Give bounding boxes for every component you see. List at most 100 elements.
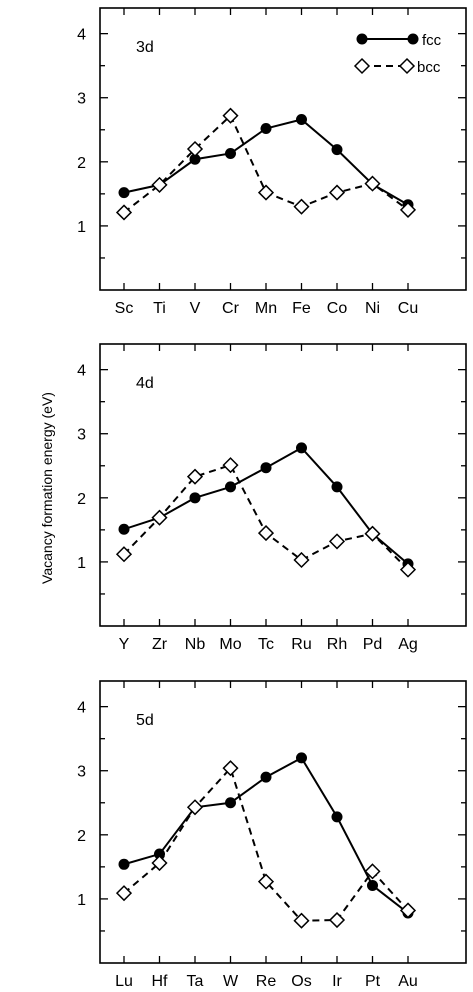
point-bcc <box>257 184 275 201</box>
point-bcc <box>115 885 133 902</box>
point-bcc <box>115 546 133 563</box>
point-bcc <box>399 902 417 919</box>
x-tick-label: Ru <box>291 636 311 653</box>
x-tick-label: Ta <box>187 973 204 990</box>
point-bcc <box>186 468 204 485</box>
point-fcc <box>154 848 165 860</box>
x-tick-label: W <box>223 973 239 990</box>
panel-5d: 1 2 3 4 Lu Hf Ta W Re Os Ir Pt Au 5d <box>77 680 467 990</box>
x-tick-label: Nb <box>185 636 206 653</box>
point-bcc <box>186 799 204 816</box>
x-tick-label: Fe <box>292 300 311 317</box>
x-tick-label: Ir <box>332 973 342 990</box>
legend-marker-fcc <box>407 33 419 45</box>
point-bcc <box>293 912 310 929</box>
legend: fcc bcc <box>353 32 442 76</box>
legend-label-bcc: bcc <box>417 59 441 76</box>
y-tick-label: 2 <box>77 155 86 172</box>
point-bcc <box>364 863 381 880</box>
point-bcc <box>293 198 310 215</box>
y-tick-label: 4 <box>77 700 86 717</box>
point-fcc <box>296 752 307 764</box>
point-fcc <box>118 858 130 870</box>
panel-label: 4d <box>136 375 154 392</box>
point-fcc <box>225 797 236 809</box>
point-bcc <box>151 176 168 193</box>
legend-label-fcc: fcc <box>422 32 442 49</box>
legend-marker-bcc <box>353 57 371 75</box>
x-tick-label: V <box>190 300 201 317</box>
point-bcc <box>151 854 168 872</box>
x-tick-label: Cr <box>222 300 240 317</box>
point-fcc <box>225 147 236 159</box>
y-tick-label: 4 <box>77 363 86 380</box>
x-tick-label: Cu <box>398 300 418 317</box>
point-bcc <box>328 184 346 201</box>
y-tick-label: 1 <box>77 892 86 909</box>
legend-marker-bcc <box>398 57 416 75</box>
point-bcc <box>399 561 417 578</box>
x-tick-label: Y <box>119 636 130 653</box>
point-bcc <box>328 533 346 550</box>
point-bcc <box>364 525 381 542</box>
x-tick-label: Mo <box>219 636 241 653</box>
point-fcc <box>367 879 378 891</box>
point-fcc <box>260 771 272 783</box>
panel-label: 3d <box>136 39 154 56</box>
x-tick-label: Mn <box>255 300 277 317</box>
x-tick-label: Rh <box>327 636 347 653</box>
x-tick-label: Lu <box>115 973 133 990</box>
point-fcc <box>118 523 130 535</box>
x-tick-label: Ti <box>153 300 166 317</box>
series-line-bcc <box>123 766 409 922</box>
point-bcc <box>222 107 239 124</box>
point-bcc <box>399 201 417 218</box>
y-tick-label: 3 <box>77 764 86 781</box>
panel-3d: 1 2 3 4 Sc Ti V Cr Mn Fe Co Ni Cu 3d fcc bcc <box>77 7 467 317</box>
point-bcc <box>364 175 381 192</box>
point-fcc <box>296 114 307 126</box>
point-fcc <box>189 153 201 165</box>
x-tick-label: Ni <box>365 300 380 317</box>
plot-frame <box>99 680 467 964</box>
y-tick-label: 1 <box>77 219 86 236</box>
x-tick-label: Tc <box>258 636 274 653</box>
point-fcc <box>331 144 343 156</box>
point-fcc <box>189 492 201 504</box>
point-bcc <box>222 760 239 777</box>
x-tick-label: Sc <box>115 300 134 317</box>
panels: 1 2 3 4 Sc Ti V Cr Mn Fe Co Ni Cu 3d fcc bcc 1 2 3 4 Y Zr Nb Mo… <box>77 7 467 990</box>
plot-frame <box>99 7 467 291</box>
x-tick-label: Co <box>327 300 348 317</box>
point-fcc <box>260 462 272 474</box>
panel-4d: 1 2 3 4 Y Zr Nb Mo Tc Ru Rh Pd Ag 4d <box>77 343 467 653</box>
point-bcc <box>186 140 204 158</box>
point-bcc <box>222 457 239 474</box>
point-bcc <box>257 525 275 542</box>
y-tick-label: 3 <box>77 91 86 108</box>
x-tick-label: Pt <box>365 973 381 990</box>
point-bcc <box>328 911 346 929</box>
point-fcc <box>260 122 272 134</box>
point-fcc <box>331 811 343 823</box>
x-tick-label: Os <box>291 973 311 990</box>
point-fcc <box>331 481 343 493</box>
x-tick-label: Ag <box>398 636 418 653</box>
point-fcc <box>118 187 130 199</box>
point-fcc <box>296 442 307 454</box>
y-tick-label: 3 <box>77 427 86 444</box>
point-fcc <box>225 481 236 493</box>
x-tick-label: Re <box>256 973 277 990</box>
x-tick-label: Zr <box>152 636 168 653</box>
point-bcc <box>257 873 275 890</box>
y-tick-label: 2 <box>77 491 86 508</box>
y-tick-label: 4 <box>77 27 86 44</box>
legend-marker-fcc <box>356 33 368 45</box>
y-tick-label: 1 <box>77 555 86 572</box>
point-bcc <box>151 509 168 526</box>
x-tick-label: Au <box>398 973 418 990</box>
plot-frame <box>99 343 467 627</box>
x-tick-label: Pd <box>363 636 383 653</box>
x-tick-label: Hf <box>152 973 169 990</box>
